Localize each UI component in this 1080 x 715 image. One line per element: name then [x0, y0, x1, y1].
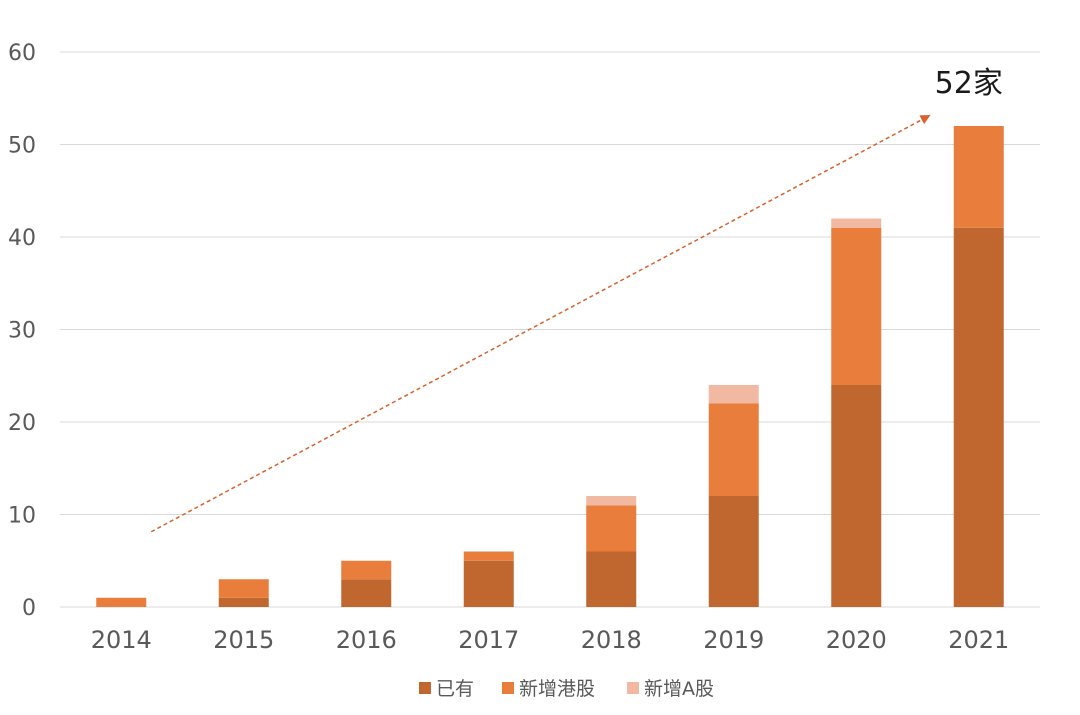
x-axis-ticks: 2014 2015 2016 2017 2018 2019 2020 2021 [91, 626, 1010, 654]
bar-segment [341, 560, 392, 580]
legend-label: 已有 [436, 678, 474, 700]
bars [96, 126, 1004, 607]
x-tick-label: 2019 [703, 626, 764, 654]
bar-segment [831, 218, 882, 228]
legend-label: 新增港股 [519, 678, 595, 700]
bar-segment [953, 126, 1004, 228]
bar-segment [586, 551, 637, 607]
bar-segment [708, 385, 759, 404]
bar-segment [218, 579, 269, 598]
x-tick-label: 2014 [91, 626, 152, 654]
y-tick-label: 0 [22, 596, 36, 621]
legend-swatch [419, 682, 431, 694]
bar-segment [708, 496, 759, 607]
annotation-label: 52家 [935, 66, 1003, 101]
bar-segment [218, 597, 269, 607]
y-tick-label: 40 [8, 226, 36, 251]
x-tick-label: 2020 [826, 626, 887, 654]
x-tick-label: 2017 [458, 626, 519, 654]
bar-segment [341, 579, 392, 607]
x-tick-label: 2016 [336, 626, 397, 654]
legend: 已有 新增港股 新增A股 [419, 678, 714, 700]
bar-segment [586, 505, 637, 552]
trend-arrow [150, 115, 931, 533]
y-tick-label: 60 [8, 41, 36, 66]
bar-segment [96, 597, 147, 607]
y-tick-label: 10 [8, 504, 36, 529]
y-tick-label: 50 [8, 134, 36, 159]
annotation: 52家 [150, 66, 1003, 533]
bar-segment [953, 227, 1004, 607]
x-tick-label: 2021 [948, 626, 1009, 654]
bar-segment [463, 560, 514, 607]
bar-segment [463, 551, 514, 561]
y-tick-label: 30 [8, 319, 36, 344]
legend-swatch [627, 682, 639, 694]
bar-segment [831, 385, 882, 607]
gridlines [60, 51, 1040, 608]
x-tick-label: 2015 [213, 626, 274, 654]
bar-segment [586, 496, 637, 506]
legend-swatch [502, 682, 514, 694]
y-tick-label: 20 [8, 411, 36, 436]
bar-segment [708, 403, 759, 496]
x-tick-label: 2018 [581, 626, 642, 654]
legend-label: 新增A股 [644, 678, 714, 700]
bar-segment [831, 227, 882, 385]
y-axis-ticks: 0 10 20 30 40 50 60 [8, 41, 36, 621]
